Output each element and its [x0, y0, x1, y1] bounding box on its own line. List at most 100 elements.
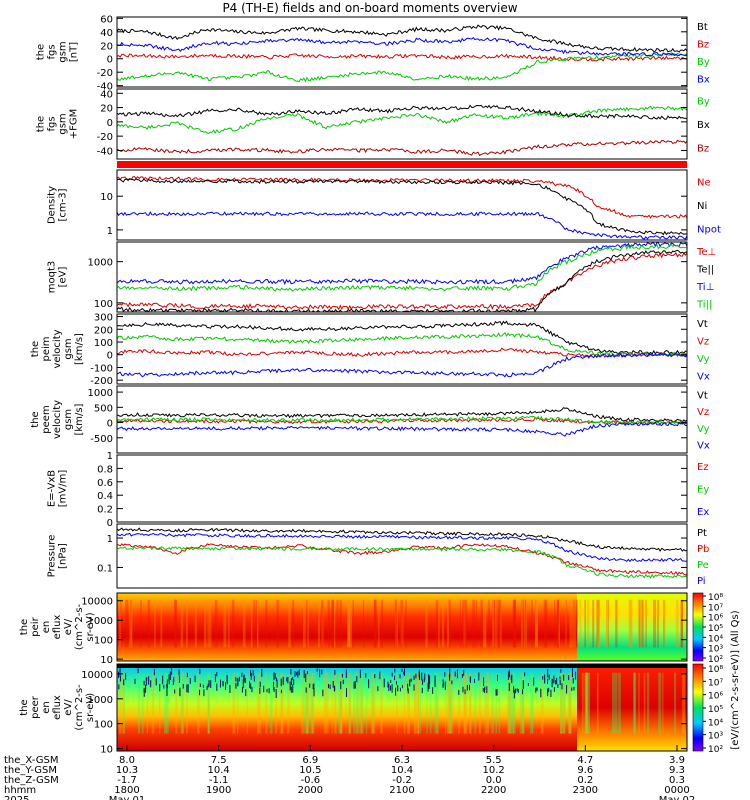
pressure-ylabel-line: [nPa] [58, 543, 69, 569]
peir_eflux-streak [208, 599, 212, 648]
peer_eflux-speckle [292, 676, 294, 681]
peer_eflux-streak [584, 672, 587, 734]
fgs_gsm_alt-legend-by: By [697, 97, 710, 108]
peer_eflux-speckle [273, 672, 275, 681]
fgs_gsm-legend-bx: Bx [697, 74, 710, 85]
peir_eflux-streak [302, 599, 306, 648]
peim_velocity-legend-vy: Vy [697, 354, 710, 365]
fgs_gsm-ytick-label: -20 [97, 68, 113, 79]
peer_eflux-speckle [206, 685, 208, 691]
peer_eflux-speckle [442, 684, 444, 688]
peer_eflux-speckle [125, 672, 127, 680]
peer_eflux-speckle [461, 673, 463, 678]
peer_eflux-speckle [178, 675, 180, 683]
peir_eflux-streak [663, 599, 665, 648]
peim_velocity-ylabel-line: [km/s] [74, 333, 85, 365]
peir_eflux-streak [597, 599, 600, 648]
peer_eflux-streak [258, 672, 261, 734]
peer_eflux-speckle [397, 685, 399, 692]
peir_eflux-streak [553, 599, 556, 648]
peer_eflux-streak [458, 672, 461, 734]
peer_eflux-speckle [422, 679, 424, 685]
time-row-value: 9.6 [577, 765, 593, 776]
peir_eflux-ylabel-line: sr-eV) [85, 612, 96, 641]
peer_eflux-speckle [294, 671, 296, 677]
time-row-value: 0.2 [577, 775, 593, 786]
peer_eflux-ytick-label: 10 [100, 745, 113, 756]
peer_eflux-speckle [365, 673, 367, 678]
peer_eflux-speckle [159, 683, 161, 692]
peer_eflux-speckle [305, 687, 307, 693]
peer_eflux-speckle [387, 681, 389, 688]
peer_eflux-streak [568, 672, 571, 734]
peer_eflux-speckle [353, 681, 355, 689]
peer_eflux-speckle [202, 684, 204, 689]
peer_eflux-speckle [242, 679, 244, 689]
peir_eflux-streak [405, 599, 407, 648]
peir_eflux-streak [257, 599, 259, 648]
peir_eflux-streak [352, 599, 354, 648]
peir_eflux-streak [631, 599, 633, 648]
peer_eflux-streak [463, 672, 466, 734]
peer_eflux-streak [559, 672, 562, 734]
peim_velocity-legend-vt: Vt [697, 319, 708, 330]
peer_eflux-speckle [496, 674, 498, 681]
peer_eflux-speckle [153, 669, 155, 676]
fgs_gsm-ylabel-line: fgs [47, 44, 58, 59]
peir_eflux-streak [645, 599, 647, 648]
peer_eflux-streak [450, 672, 452, 734]
density-legend-npot: Npot [697, 224, 721, 235]
fgs_gsm_alt-ytick-label: -20 [97, 132, 113, 143]
peer_eflux-speckle [162, 675, 164, 685]
peer_eflux-streak [646, 672, 650, 734]
peer_eflux-streak [426, 672, 428, 734]
peer_eflux-speckle [516, 688, 518, 692]
peer_eflux-speckle [572, 668, 574, 678]
peer_eflux-speckle [210, 680, 212, 689]
peer_eflux-speckle [119, 675, 121, 682]
peir_eflux-streak [438, 599, 440, 648]
peer_eflux-speckle [303, 670, 305, 678]
peim_velocity-ylabel-line: gsm [63, 338, 74, 359]
temperature-legend-ti: Ti⊥ [696, 282, 714, 293]
pressure-series-pt-line [116, 527, 688, 552]
peer_eflux-streak [360, 672, 364, 734]
peer_eflux-speckle [383, 678, 385, 688]
peer_eflux-speckle [261, 669, 263, 677]
peer_eflux-speckle [289, 681, 291, 691]
peir_eflux-streak [524, 599, 527, 648]
peer_eflux-speckle [199, 683, 201, 688]
time-row-value: 0.0 [486, 775, 502, 786]
peir_eflux-streak [569, 599, 573, 648]
peir_eflux-streak [556, 599, 559, 648]
peer_eflux-speckle [495, 689, 497, 696]
peer_eflux-streak [474, 672, 477, 734]
peer_eflux-speckle [418, 671, 420, 678]
peer_eflux-streak [137, 672, 141, 734]
efield-frame [116, 454, 688, 523]
peir_eflux-streak [497, 599, 500, 648]
peer_eflux-streak [339, 672, 342, 734]
peer_eflux-speckle [306, 671, 308, 675]
peer_eflux-speckle [483, 688, 485, 693]
peir_eflux-streak [597, 599, 600, 648]
peir_eflux-streak [228, 599, 230, 648]
peer_eflux-speckle [287, 676, 289, 684]
peer_eflux-speckle [410, 678, 412, 682]
peer_eflux-speckle [542, 676, 544, 680]
peer_eflux-ylabel-line: peer [30, 695, 41, 719]
fgs_gsm_alt-legend-bz: Bz [697, 143, 709, 154]
peir_eflux-heatmap-late [577, 593, 687, 661]
efield-ylabel-line: [mV/m] [58, 470, 69, 508]
peir_eflux-ylabel-line: (cm^2-s- [74, 603, 85, 650]
peer_eflux-streak [348, 672, 352, 734]
peer_eflux-speckle [553, 687, 555, 692]
peir_eflux-streak [331, 599, 334, 648]
peer_eflux-speckle [572, 677, 574, 684]
peer_eflux-speckle [174, 689, 176, 694]
efield-ylabel-line: E=-VxB [47, 470, 58, 507]
peer_eflux-speckle [166, 679, 168, 689]
time-row-value: May 02 [659, 795, 696, 800]
peem_velocity-ylabel-line: [km/s] [74, 403, 85, 435]
